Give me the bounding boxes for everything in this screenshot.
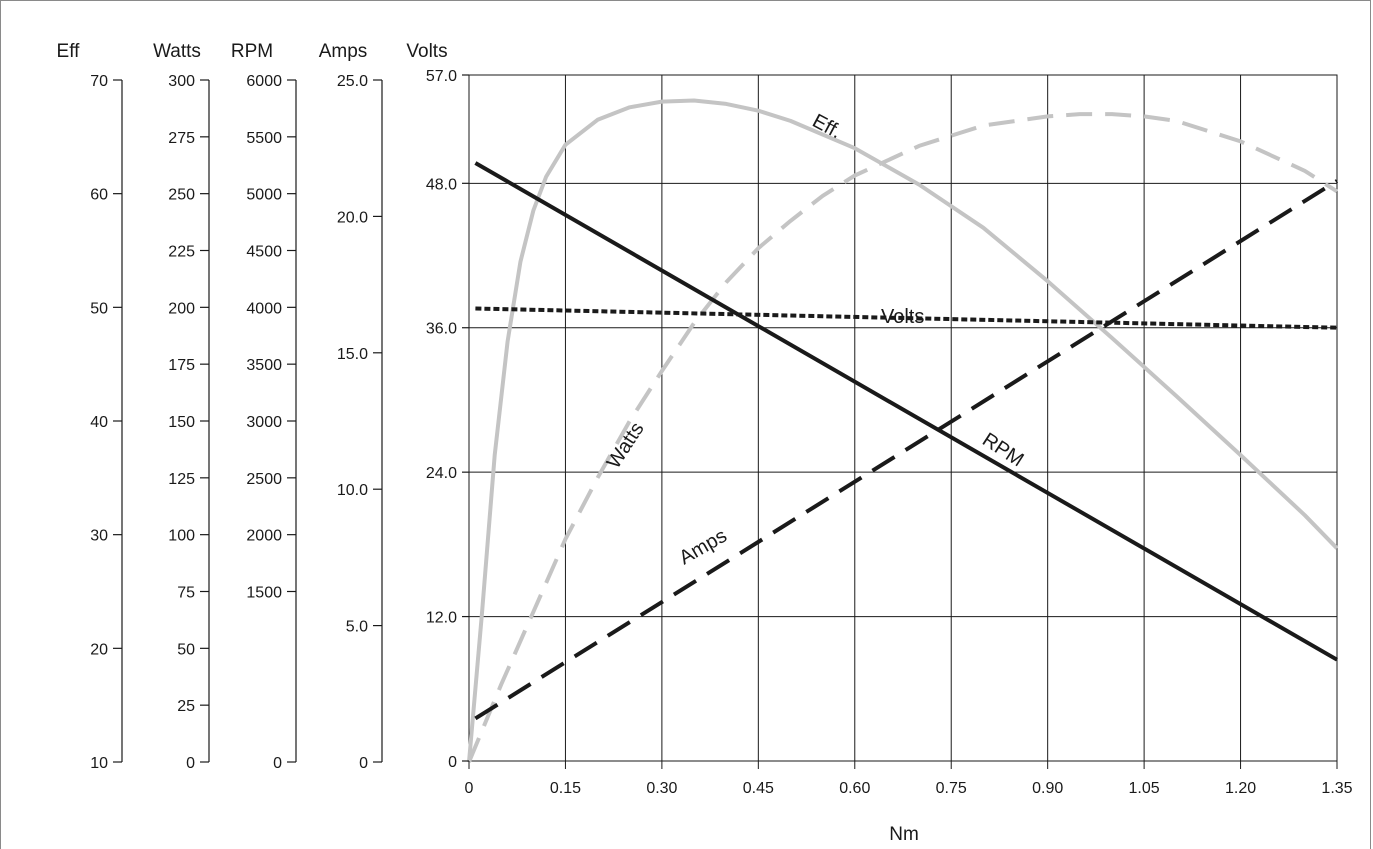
y-tick-label: 48.0	[426, 176, 457, 193]
axis-title-rpm: RPM	[231, 41, 273, 62]
x-axis: Nm 0 0.15 0.30 0.45 0.60 0.75 0.90 1.05 1.20 1.35	[465, 761, 1353, 845]
y-tick-label: 36.0	[426, 321, 457, 338]
y-tick-label: 3000	[246, 414, 282, 431]
y-tick-label: 60	[90, 187, 108, 204]
y-tick-label: 0	[186, 755, 195, 772]
axis-rpm: RPM 0 1500 2000 2500 3000 3500 4000 4500 5000 5500…	[231, 41, 297, 772]
y-tick-label: 0	[448, 754, 457, 771]
y-tick-label: 25	[177, 698, 195, 715]
axis-title-amps: Amps	[319, 41, 368, 62]
x-tick-label: 0.45	[743, 780, 774, 797]
x-tick-label: 1.20	[1225, 780, 1256, 797]
y-tick-label: 1500	[246, 585, 282, 602]
y-tick-label: 50	[90, 300, 108, 317]
y-tick-label: 57.0	[426, 68, 457, 85]
y-tick-label: 15.0	[337, 346, 368, 363]
y-tick-label: 0	[359, 755, 368, 772]
series-line-amps	[474, 179, 1339, 721]
axis-title-watts: Watts	[153, 41, 201, 62]
y-tick-label: 4500	[246, 244, 282, 261]
y-tick-label: 25.0	[337, 73, 368, 90]
y-tick-label: 10	[90, 755, 108, 772]
series-label-volts: Volts	[881, 306, 924, 328]
y-tick-label: 125	[168, 471, 195, 488]
y-tick-label: 24.0	[426, 465, 457, 482]
axis-amps: Amps 0 5.0 10.0 15.0 20.0 25.0	[319, 41, 383, 772]
left-axes: Eff 10 20 30 40 50 60 70 Watts 0 25 50 75 100 125 150 17…	[57, 41, 469, 772]
series-label-watts: Watts	[603, 418, 649, 472]
x-tick-label: 0	[465, 780, 474, 797]
y-tick-label: 12.0	[426, 610, 457, 627]
y-tick-label: 150	[168, 414, 195, 431]
series-line-rpm	[474, 161, 1338, 662]
y-tick-label: 4000	[246, 300, 282, 317]
y-tick-label: 250	[168, 187, 195, 204]
x-axis-title: Nm	[889, 824, 919, 845]
y-tick-label: 3500	[246, 357, 282, 374]
y-tick-label: 70	[90, 73, 108, 90]
y-tick-label: 20	[90, 641, 108, 658]
y-tick-label: 175	[168, 357, 195, 374]
series-labels: Eff. Watts RPM Amps Volts	[603, 110, 1028, 569]
grid	[468, 74, 1338, 762]
x-tick-label: 0.60	[839, 780, 870, 797]
y-tick-label: 5000	[246, 187, 282, 204]
y-tick-label: 2000	[246, 528, 282, 545]
x-tick-label: 1.35	[1321, 780, 1352, 797]
y-tick-label: 5500	[246, 130, 282, 147]
axis-eff: Eff 10 20 30 40 50 60 70	[57, 41, 123, 772]
axis-title-volts: Volts	[406, 41, 447, 62]
series-line-watts	[467, 112, 1339, 763]
plot-border	[468, 74, 1338, 762]
y-tick-label: 275	[168, 130, 195, 147]
y-tick-label: 2500	[246, 471, 282, 488]
y-tick-label: 200	[168, 300, 195, 317]
y-tick-label: 20.0	[337, 209, 368, 226]
y-tick-label: 50	[177, 641, 195, 658]
y-tick-label: 40	[90, 414, 108, 431]
y-tick-label: 100	[168, 528, 195, 545]
series-line-eff	[467, 98, 1339, 763]
x-tick-label: 0.15	[550, 780, 581, 797]
x-tick-label: 0.30	[646, 780, 677, 797]
axis-watts: Watts 0 25 50 75 100 125 150 175 200 225 250 275 300	[153, 41, 210, 772]
axis-volts: Volts 0 12.0 24.0 36.0 48.0 57.0	[406, 41, 469, 771]
y-tick-label: 225	[168, 244, 195, 261]
x-tick-label: 0.90	[1032, 780, 1063, 797]
curves	[467, 98, 1339, 763]
y-tick-label: 10.0	[337, 482, 368, 499]
y-tick-label: 5.0	[346, 619, 368, 636]
y-tick-label: 300	[168, 73, 195, 90]
series-label-eff: Eff.	[809, 110, 846, 143]
y-tick-label: 75	[177, 585, 195, 602]
x-tick-label: 1.05	[1129, 780, 1160, 797]
y-tick-label: 6000	[246, 73, 282, 90]
y-tick-label: 30	[90, 528, 108, 545]
y-tick-label: 0	[273, 755, 282, 772]
axis-title-eff: Eff	[57, 41, 81, 62]
x-tick-label: 0.75	[936, 780, 967, 797]
